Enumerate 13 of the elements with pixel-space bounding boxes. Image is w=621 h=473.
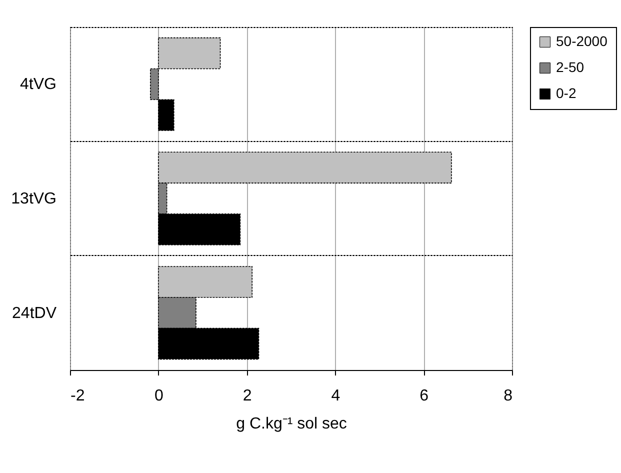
y-tick-label: 24tDV	[12, 304, 57, 322]
x-tick-label: 0	[154, 388, 164, 404]
legend-label: 50-2000	[556, 33, 608, 49]
x-axis-title: g C.kg⁻¹ sol sec	[236, 416, 347, 432]
legend-label: 0-2	[556, 85, 576, 101]
x-tick-label: 4	[331, 388, 340, 404]
y-tick-label: 13tVG	[11, 190, 56, 208]
x-tick-label: -2	[70, 388, 85, 404]
x-tick-label: 2	[242, 388, 252, 404]
x-tick-label: 8	[504, 388, 513, 404]
y-tick-label: 4tVG	[20, 76, 56, 94]
legend-label: 2-50	[556, 59, 584, 75]
x-tick-label: 6	[420, 388, 429, 404]
